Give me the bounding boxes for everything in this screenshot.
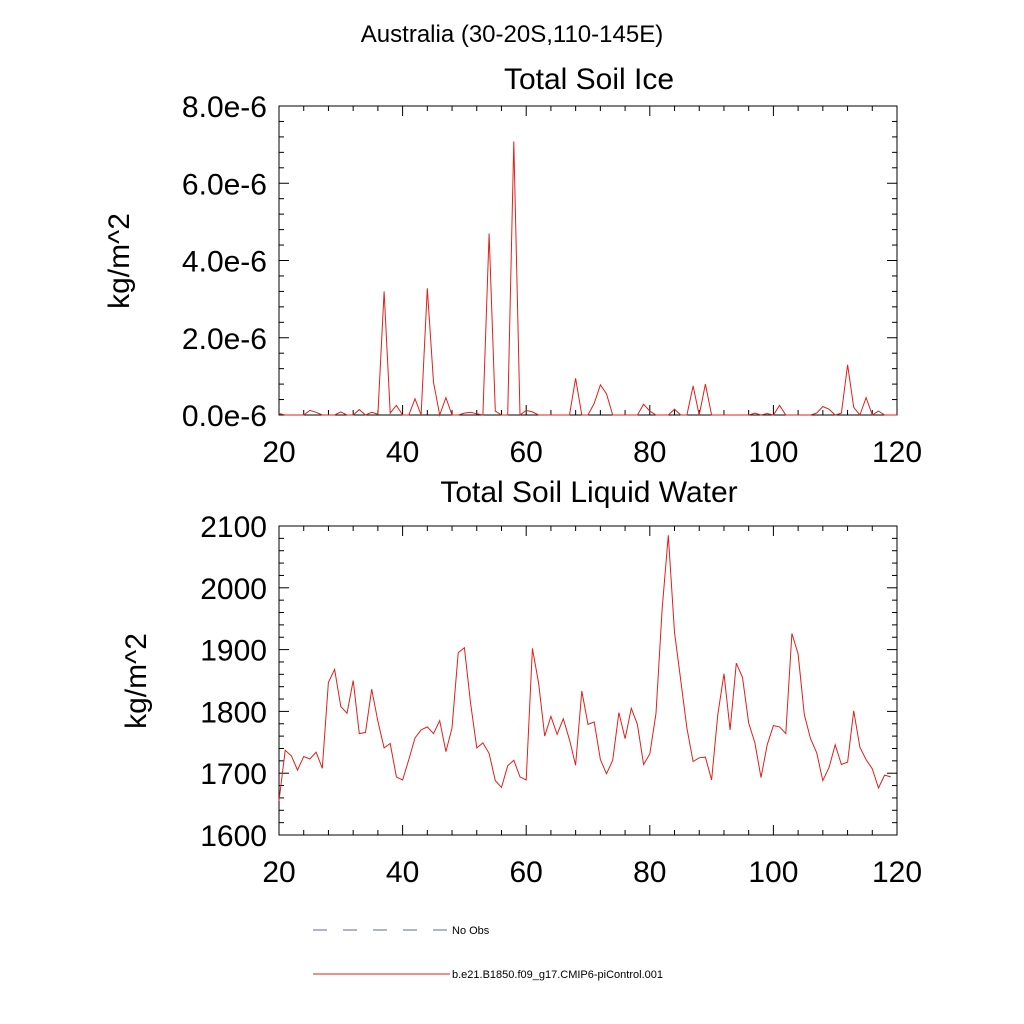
- y-tick-label: 6.0e-6: [182, 168, 267, 201]
- panel-total-soil-ice: Total Soil Ice kg/m^2 20 40 60 80 100 120 0.0e…: [103, 63, 922, 469]
- tick-marks: [278, 105, 898, 416]
- x-tick-label: 120: [872, 856, 922, 889]
- y-tick-label: 2100: [200, 511, 267, 544]
- x-tick-label: 80: [633, 436, 666, 469]
- plot-frame: [278, 525, 898, 836]
- y-axis-label: kg/m^2: [103, 213, 136, 309]
- x-tick-label: 100: [748, 436, 798, 469]
- series-layer: [278, 141, 897, 417]
- y-tick-label: 1600: [200, 820, 267, 853]
- x-tick-label: 60: [510, 856, 543, 889]
- tick-labels: 20 40 60 80 100 120 0.0e-6 2.0e-6 4.0e-6 6.0e-6 8.…: [182, 91, 922, 469]
- x-tick-label: 20: [262, 436, 295, 469]
- y-tick-label: 2.0e-6: [182, 323, 267, 356]
- legend-label-no-obs: No Obs: [452, 925, 490, 937]
- y-tick-label: 8.0e-6: [182, 91, 267, 124]
- chart-title: Total Soil Liquid Water: [440, 476, 737, 509]
- y-tick-label: 0.0e-6: [182, 400, 267, 433]
- x-tick-label: 40: [386, 856, 419, 889]
- x-tick-label: 80: [633, 856, 666, 889]
- series-line: [278, 141, 897, 417]
- tick-marks: [278, 525, 898, 836]
- y-axis-label: kg/m^2: [120, 633, 153, 729]
- series-line: [278, 535, 891, 802]
- tick-labels: 20 40 60 80 100 120 1600 1700 1800 1900 2000 2100: [200, 511, 922, 889]
- y-tick-label: 2000: [200, 573, 267, 606]
- x-tick-label: 120: [872, 436, 922, 469]
- y-tick-label: 4.0e-6: [182, 246, 267, 279]
- panel-total-soil-liquid-water: Total Soil Liquid Water kg/m^2 20 40 60 80 1…: [120, 476, 922, 889]
- y-tick-label: 1800: [200, 696, 267, 729]
- series-layer: [278, 535, 891, 802]
- y-tick-label: 1900: [200, 635, 267, 668]
- chart-title: Total Soil Ice: [504, 63, 674, 96]
- legend: No Obs b.e21.B1850.f09_g17.CMIP6-piContr…: [313, 925, 663, 981]
- x-tick-label: 60: [510, 436, 543, 469]
- x-tick-label: 100: [748, 856, 798, 889]
- x-tick-label: 20: [262, 856, 295, 889]
- plot-frame: [278, 105, 898, 416]
- x-tick-label: 40: [386, 436, 419, 469]
- figure-title: Australia (30-20S,110-145E): [361, 21, 663, 48]
- legend-label-model: b.e21.B1850.f09_g17.CMIP6-piControl.001: [452, 969, 663, 981]
- y-tick-label: 1700: [200, 758, 267, 791]
